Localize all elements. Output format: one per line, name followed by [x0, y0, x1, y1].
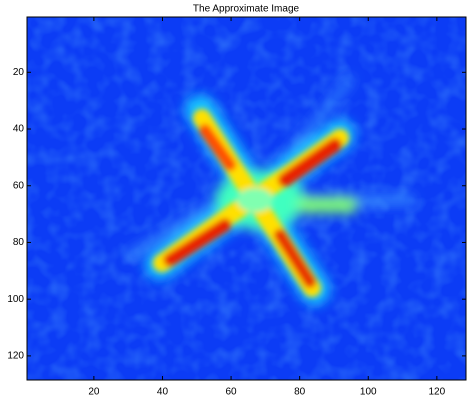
x-tick-label: 40 — [157, 387, 169, 398]
x-tick-label: 120 — [429, 387, 446, 398]
chart: The Approximate Image 20 40 60 80 100 120 20 40… — [0, 0, 469, 403]
x-tick-label: 80 — [294, 387, 306, 398]
y-tick-label: 20 — [13, 67, 25, 78]
y-tick-label: 100 — [7, 294, 24, 305]
y-tick-label: 120 — [7, 351, 24, 362]
chart-title: The Approximate Image — [193, 4, 300, 15]
y-tick-label: 60 — [13, 180, 25, 191]
x-tick-label: 20 — [88, 387, 100, 398]
image — [27, 17, 466, 380]
y-tick-label: 80 — [13, 237, 25, 248]
page: {"chart_data": {"type": "image", "title"… — [0, 0, 469, 403]
y-tick-label: 40 — [13, 124, 25, 135]
x-tick-label: 60 — [226, 387, 238, 398]
x-tick-label: 100 — [360, 387, 377, 398]
